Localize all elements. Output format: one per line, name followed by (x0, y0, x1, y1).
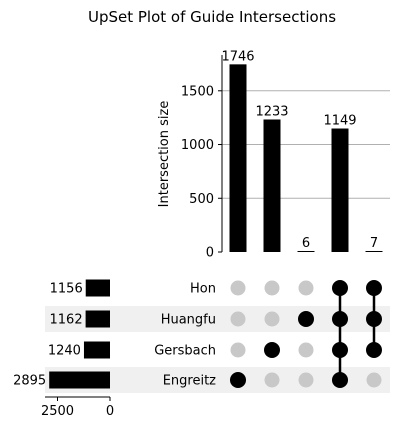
matrix-dot-4-2 (366, 342, 382, 358)
matrix-dot-2-2 (298, 342, 314, 358)
intersection-bar-label-4: 7 (370, 236, 378, 251)
intersection-bar-2 (297, 251, 315, 252)
chart-title: UpSet Plot of Guide Intersections (88, 8, 336, 26)
set-size-label-0: 1156 (50, 282, 83, 297)
matrix-dot-1-1 (264, 311, 280, 327)
set-name-labels: Hon Huangfu Gersbach Engreitz (154, 282, 216, 389)
intersection-matrix (230, 280, 382, 388)
matrix-dot-1-0 (264, 280, 280, 296)
matrix-dot-4-3 (366, 372, 382, 388)
intersection-bar-3 (331, 128, 349, 252)
set-size-bar-1 (85, 310, 110, 328)
intersection-bar-label-3: 1149 (323, 114, 356, 129)
set-size-axis: 2500 0 (41, 396, 114, 419)
intersection-bar-0 (229, 64, 247, 252)
intersection-axis-label: Intersection size (157, 101, 172, 208)
set-name-1: Huangfu (161, 313, 216, 328)
set-size-bar-0 (85, 279, 110, 297)
intersection-bar-label-2: 6 (302, 236, 310, 251)
intersection-bar-1 (263, 119, 281, 252)
matrix-dot-3-3 (332, 372, 348, 388)
y-tick-label-0: 0 (206, 246, 214, 261)
matrix-dot-2-3 (298, 372, 314, 388)
matrix-dot-0-2 (230, 342, 246, 358)
matrix-dot-0-1 (230, 311, 246, 327)
matrix-dot-2-0 (298, 280, 314, 296)
intersection-gridlines (222, 90, 390, 199)
intersection-bar-label-0: 1746 (221, 49, 254, 64)
matrix-dot-2-1 (298, 311, 314, 327)
intersection-bar-label-1: 1233 (255, 104, 288, 119)
matrix-dot-3-1 (332, 311, 348, 327)
y-tick-label-3: 1500 (181, 84, 214, 99)
set-size-label-1: 1162 (50, 313, 83, 328)
set-size-bar-2 (83, 341, 110, 359)
intersection-bar-4 (365, 251, 383, 252)
set-name-0: Hon (190, 282, 216, 297)
intersection-bars: 1746 1233 6 1149 7 (221, 49, 383, 252)
y-tick-label-2: 1000 (181, 138, 214, 153)
matrix-dot-1-2 (264, 342, 280, 358)
y-tick-label-1: 500 (189, 192, 214, 207)
matrix-dot-3-0 (332, 280, 348, 296)
matrix-dot-4-1 (366, 311, 382, 327)
matrix-dot-1-3 (264, 372, 280, 388)
matrix-dot-4-0 (366, 280, 382, 296)
matrix-dot-0-3 (230, 372, 246, 388)
matrix-dot-3-2 (332, 342, 348, 358)
intersection-y-axis: Intersection size 0 500 1000 1500 (157, 55, 223, 261)
set-size-label-2: 1240 (48, 344, 81, 359)
set-name-3: Engreitz (163, 374, 216, 389)
set-name-2: Gersbach (154, 344, 216, 359)
set-axis-tick-label-0: 2500 (41, 404, 74, 419)
matrix-dot-0-0 (230, 280, 246, 296)
set-size-label-3: 2895 (13, 374, 46, 389)
set-axis-tick-label-1: 0 (106, 404, 114, 419)
set-size-bar-3 (49, 371, 110, 389)
